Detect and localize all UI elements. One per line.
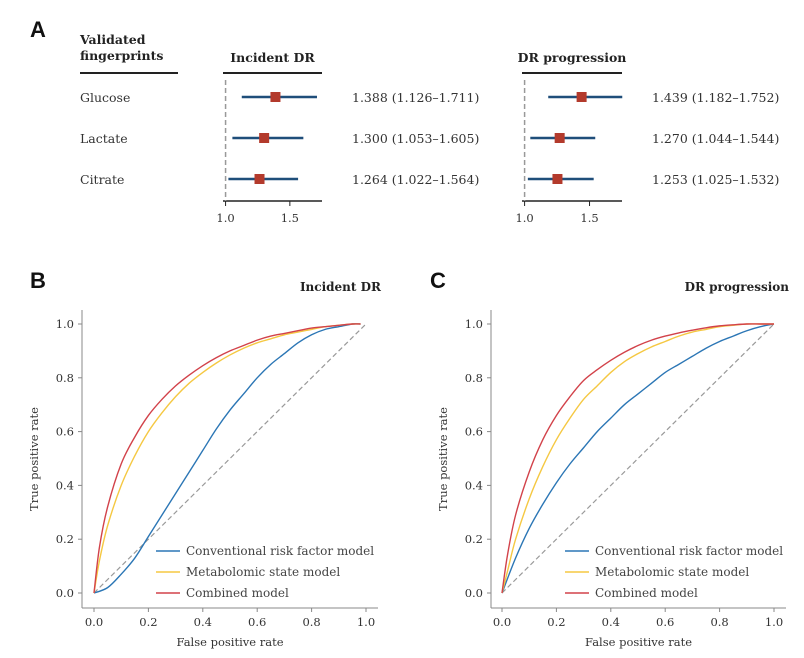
roc-y-tick-label: 0.6	[56, 425, 74, 439]
row-label-glucose: Glucose	[80, 90, 130, 105]
fingerprints-header-line1: Validated	[79, 32, 146, 47]
roc-series-combined	[93, 323, 361, 594]
legend-entry-combined: Combined model	[186, 586, 289, 600]
roc-title: DR progression	[685, 280, 790, 294]
forest-value-label: 1.270 (1.044–1.544)	[652, 131, 779, 146]
roc-y-tick-label: 1.0	[56, 317, 74, 331]
panel-letter-c: C	[430, 268, 446, 293]
roc-y-tick-label: 0.4	[465, 478, 483, 492]
forest-estimate-marker	[552, 174, 563, 184]
legend-entry-conventional: Conventional risk factor model	[595, 544, 783, 558]
panel-letter-b: B	[30, 268, 46, 293]
roc-x-tick-label: 0.6	[248, 615, 266, 629]
roc-x-tick-label: 0.0	[493, 615, 511, 629]
roc-x-tick-label: 0.2	[139, 615, 157, 629]
forest-value-label: 1.253 (1.025–1.532)	[652, 172, 779, 187]
forest-x-tick-label: 1.0	[515, 211, 533, 225]
roc-y-tick-label: 0.0	[465, 586, 483, 600]
roc-x-tick-label: 0.4	[602, 615, 620, 629]
row-label-lactate: Lactate	[80, 131, 128, 146]
forest-value-label: 1.264 (1.022–1.564)	[352, 172, 479, 187]
roc-y-tick-label: 0.2	[465, 532, 483, 546]
roc-y-axis-label: True positive rate	[436, 407, 450, 511]
fingerprints-header-line2: fingerprints	[80, 48, 163, 63]
roc-y-tick-label: 0.0	[56, 586, 74, 600]
legend-entry-combined: Combined model	[595, 586, 698, 600]
roc-plot-dr-progression: DR progression 0.0 0.2 0.4 0.6 0.8 1.0 0.0 0.2 0.…	[436, 280, 789, 649]
roc-y-tick-label: 0.8	[56, 371, 74, 385]
roc-y-tick-label: 0.6	[465, 425, 483, 439]
forest-value-label: 1.300 (1.053–1.605)	[352, 131, 479, 146]
row-label-citrate: Citrate	[80, 172, 124, 187]
forest-estimate-marker	[259, 133, 270, 143]
roc-x-tick-label: 0.4	[194, 615, 212, 629]
forest-value-label: 1.439 (1.182–1.752)	[652, 90, 779, 105]
roc-title: Incident DR	[300, 280, 382, 294]
roc-y-tick-label: 1.0	[465, 317, 483, 331]
roc-x-tick-label: 1.0	[765, 615, 783, 629]
roc-y-axis-label: True positive rate	[27, 407, 41, 511]
forest-title: Incident DR	[230, 50, 315, 65]
roc-x-axis-label: False positive rate	[177, 635, 284, 649]
roc-y-tick-label: 0.8	[465, 371, 483, 385]
roc-x-tick-label: 0.0	[85, 615, 103, 629]
forest-x-tick-label: 1.5	[580, 211, 598, 225]
roc-series-conventional	[93, 323, 361, 594]
roc-series-combined	[501, 323, 774, 594]
panel-letter-a: A	[30, 17, 46, 42]
forest-estimate-marker	[270, 92, 281, 102]
roc-y-tick-label: 0.4	[56, 478, 74, 492]
forest-title: DR progression	[518, 50, 627, 65]
roc-x-tick-label: 0.8	[302, 615, 320, 629]
roc-x-tick-label: 0.8	[710, 615, 728, 629]
forest-estimate-marker	[254, 174, 265, 184]
roc-x-tick-label: 1.0	[357, 615, 375, 629]
roc-x-tick-label: 0.6	[656, 615, 674, 629]
forest-value-label: 1.388 (1.126–1.711)	[352, 90, 479, 105]
forest-plot-dr-progression: DR progression 1.0 1.5 1.439 (1.182–1.752) 1…	[515, 50, 779, 225]
legend-entry-conventional: Conventional risk factor model	[186, 544, 374, 558]
legend-entry-metabolomic: Metabolomic state model	[186, 565, 340, 579]
roc-x-tick-label: 0.2	[547, 615, 565, 629]
forest-plot-incident-dr: Incident DR 1.0 1.5 1.388 (1.126–1.711) 1.30…	[216, 50, 479, 225]
forest-estimate-marker	[554, 133, 565, 143]
roc-series-conventional	[501, 323, 775, 594]
roc-plot-incident-dr: Incident DR 0.0 0.2 0.4 0.6 0.8 1.0 0.0 0.2 0.4 0.…	[27, 280, 382, 649]
legend-entry-metabolomic: Metabolomic state model	[595, 565, 749, 579]
forest-x-tick-label: 1.0	[216, 211, 234, 225]
forest-estimate-marker	[576, 92, 587, 102]
forest-x-tick-label: 1.5	[281, 211, 299, 225]
roc-y-tick-label: 0.2	[56, 532, 74, 546]
roc-x-axis-label: False positive rate	[585, 635, 692, 649]
